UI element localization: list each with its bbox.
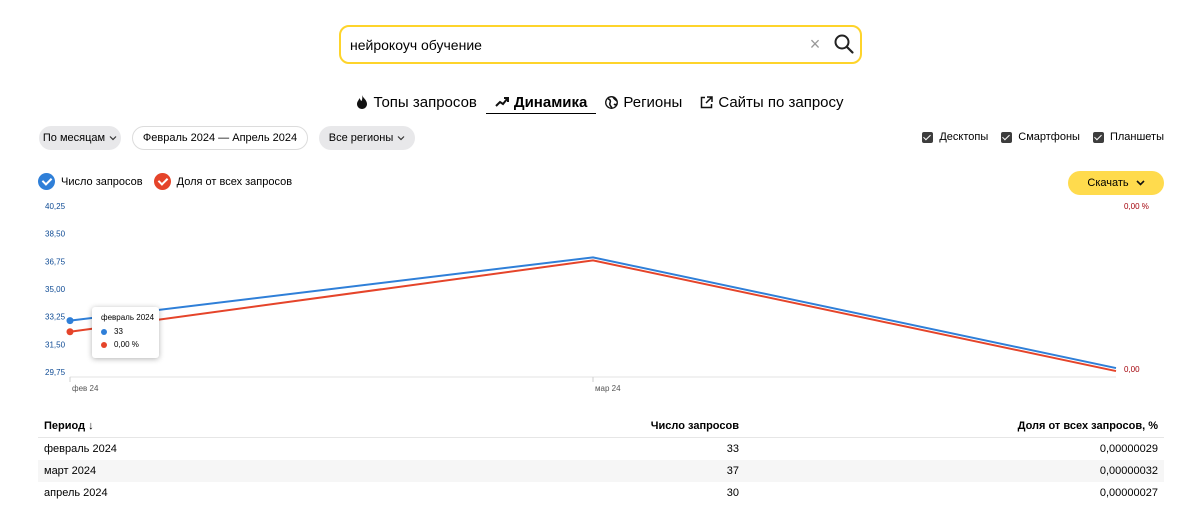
legend-label: Доля от всех запросов xyxy=(176,175,293,188)
tab-label: Топы запросов xyxy=(373,93,477,111)
y-tick-label: 29,75 xyxy=(45,368,66,377)
column-header-label: Период xyxy=(44,419,86,432)
download-button[interactable]: Скачать xyxy=(1068,171,1164,195)
chart-legend: Число запросов Доля от всех запросов xyxy=(38,173,292,190)
search-box: × xyxy=(339,25,862,64)
table-cell: 33 xyxy=(726,443,739,455)
grouping-value: По месяцам xyxy=(42,132,106,144)
column-header-period[interactable]: Период ↓ xyxy=(38,420,438,432)
x-tick-label: мар 24 xyxy=(595,384,621,393)
series-line-share xyxy=(69,259,1117,373)
external-link-icon xyxy=(701,95,714,108)
table-row: апрель 2024 30 0,00000027 xyxy=(38,482,1164,504)
search-input[interactable] xyxy=(350,34,790,56)
checkbox-desktops[interactable]: Десктопы xyxy=(922,131,988,143)
checkbox-label: Планшеты xyxy=(1109,131,1164,143)
table-cell: 37 xyxy=(726,465,739,477)
tooltip-title: февраль 2024 xyxy=(101,313,155,322)
y-right-tick-label: 0,00 xyxy=(1124,365,1140,374)
checkbox-checked-icon xyxy=(1092,131,1104,143)
tooltip-share: 0,00 % xyxy=(114,340,139,349)
y-tick-label: 31,50 xyxy=(45,340,66,349)
chevron-down-icon xyxy=(109,136,117,141)
checkbox-smartphones[interactable]: Смартфоны xyxy=(1001,131,1080,143)
tab-dynamics[interactable]: Динамика xyxy=(485,90,597,114)
y-tick-label: 40,25 xyxy=(45,202,66,211)
tab-label: Сайты по запросу xyxy=(718,93,844,111)
tooltip-count: 33 xyxy=(114,327,123,336)
table-cell: февраль 2024 xyxy=(44,443,117,455)
device-filters: Десктопы Смартфоны Планшеты xyxy=(922,131,1164,143)
tab-regions[interactable]: Регионы xyxy=(596,90,691,114)
tabs: Топы запросов Динамика Регионы Сайты по … xyxy=(0,90,1200,114)
series-dot-icon xyxy=(101,328,107,335)
column-header-count[interactable]: Число запросов xyxy=(650,419,739,432)
tab-label: Регионы xyxy=(623,93,683,111)
table-row: февраль 2024 33 0,00000029 xyxy=(38,438,1164,460)
data-table: Период ↓ Число запросов Доля от всех зап… xyxy=(38,414,1164,504)
tab-label: Динамика xyxy=(513,93,588,111)
checkbox-tablets[interactable]: Планшеты xyxy=(1092,131,1164,143)
table-cell: март 2024 xyxy=(44,465,97,477)
close-icon[interactable]: × xyxy=(809,34,821,54)
y-tick-label: 33,25 xyxy=(45,313,66,322)
legend-item-count[interactable]: Число запросов xyxy=(38,173,143,190)
tooltip-row-count: 33 xyxy=(101,327,159,336)
search-icon[interactable] xyxy=(833,33,855,55)
checkbox-checked-icon xyxy=(922,131,934,143)
arrow-down-icon: ↓ xyxy=(88,419,94,432)
fire-icon xyxy=(357,95,368,109)
chart-tooltip: февраль 2024 33 0,00 % xyxy=(92,307,159,358)
y-tick-label: 35,00 xyxy=(45,285,66,294)
period-value: Февраль 2024 — Апрель 2024 xyxy=(142,132,298,144)
trend-icon xyxy=(495,97,509,107)
check-icon xyxy=(38,173,55,190)
y-right-tick-label: 0,00 % xyxy=(1124,202,1149,211)
table-cell: 0,00000032 xyxy=(1099,465,1158,477)
period-picker[interactable]: Февраль 2024 — Апрель 2024 xyxy=(132,126,308,150)
y-tick-label: 38,50 xyxy=(45,230,66,239)
dynamics-chart: 40,25 38,50 36,75 35,00 33,25 31,50 29,75 0,00 … xyxy=(45,202,1149,393)
grouping-select[interactable]: По месяцам xyxy=(39,126,121,150)
tooltip-row-share: 0,00 % xyxy=(101,340,159,349)
checkbox-label: Десктопы xyxy=(939,131,989,143)
table-cell: 30 xyxy=(726,487,739,499)
legend-item-share[interactable]: Доля от всех запросов xyxy=(153,173,293,190)
series-dot-icon xyxy=(101,341,107,348)
series-point-share xyxy=(66,328,74,336)
table-body: февраль 2024 33 0,00000029 март 2024 37 0,000… xyxy=(38,438,1164,504)
table-cell: 0,00000029 xyxy=(1099,443,1158,455)
table-cell: 0,00000027 xyxy=(1099,487,1158,499)
series-point-count xyxy=(66,317,74,325)
chevron-down-icon xyxy=(1136,180,1145,186)
tab-top-queries[interactable]: Топы запросов xyxy=(347,90,485,114)
region-select[interactable]: Все регионы xyxy=(319,126,415,150)
x-tick-label: фев 24 xyxy=(72,384,99,393)
series-line-count xyxy=(69,256,1117,370)
table-cell: апрель 2024 xyxy=(44,487,108,499)
tab-sites[interactable]: Сайты по запросу xyxy=(691,90,852,114)
column-header-share[interactable]: Доля от всех запросов, % xyxy=(1017,419,1158,432)
check-icon xyxy=(153,173,171,190)
legend-label: Число запросов xyxy=(61,175,143,188)
table-row: март 2024 37 0,00000032 xyxy=(38,460,1164,482)
region-value: Все регионы xyxy=(328,132,394,144)
y-tick-label: 36,75 xyxy=(45,257,66,266)
checkbox-checked-icon xyxy=(1001,131,1013,143)
table-header: Период ↓ Число запросов Доля от всех зап… xyxy=(38,414,1164,438)
download-label: Скачать xyxy=(1087,177,1129,189)
globe-icon xyxy=(605,95,619,109)
checkbox-label: Смартфоны xyxy=(1018,131,1080,143)
chevron-down-icon xyxy=(397,136,405,141)
